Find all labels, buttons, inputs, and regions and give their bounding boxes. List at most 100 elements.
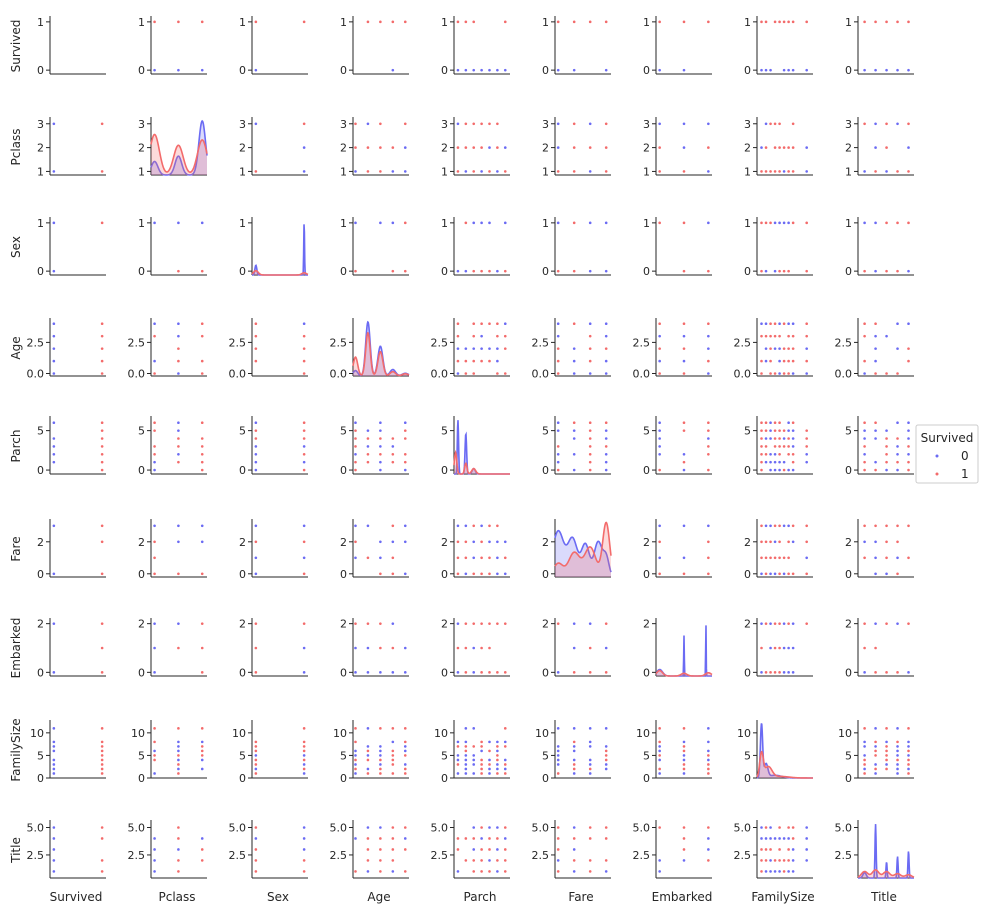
point-class-0 (456, 740, 460, 744)
point-class-0 (764, 68, 768, 72)
point-class-1 (200, 745, 204, 748)
point-class-1 (254, 848, 258, 851)
point-class-1 (773, 622, 777, 625)
point-class-1 (177, 437, 180, 440)
point-class-1 (787, 359, 790, 363)
kde-line-class-1 (150, 133, 208, 173)
point-class-1 (456, 20, 460, 24)
y-tick-label: 5.0 (835, 821, 853, 834)
point-class-1 (100, 429, 104, 432)
point-class-0 (707, 727, 710, 730)
point-class-1 (480, 269, 483, 273)
y-tick-label: 10 (434, 727, 448, 740)
point-class-1 (391, 826, 395, 829)
point-class-0 (379, 540, 382, 544)
y-tick-label: 2 (37, 536, 44, 549)
panel-fare-vs-pclass: 02 (138, 519, 207, 581)
point-class-0 (464, 572, 468, 576)
point-class-1 (863, 556, 866, 560)
panel-embarked-vs-fare: 02 (542, 618, 611, 679)
point-class-0 (604, 468, 608, 472)
point-class-0 (604, 646, 608, 650)
point-class-1 (863, 445, 866, 448)
y-tick-label: 5 (138, 425, 145, 438)
point-class-0 (604, 359, 608, 363)
panel-embarked-vs-age: 02 (340, 618, 409, 679)
point-class-1 (572, 170, 576, 173)
y-tick-label: 2 (845, 536, 852, 549)
kde-fill-class-1 (454, 452, 510, 474)
point-class-1 (366, 859, 370, 862)
point-class-1 (773, 671, 777, 674)
y-tick-label: 1 (542, 165, 549, 178)
panel-embarked-vs-pclass: 02 (138, 618, 207, 679)
point-class-0 (682, 754, 686, 757)
point-class-1 (760, 269, 763, 273)
point-class-0 (153, 460, 156, 464)
point-class-0 (456, 68, 460, 72)
point-class-0 (177, 322, 180, 326)
point-class-0 (366, 826, 370, 829)
point-class-1 (177, 347, 180, 350)
point-class-0 (907, 322, 910, 326)
point-class-0 (391, 445, 395, 448)
point-class-1 (760, 372, 763, 375)
point-class-1 (572, 146, 576, 149)
y-tick-label: 2 (744, 142, 751, 155)
point-class-0 (896, 622, 899, 625)
y-tick-label: 0 (37, 666, 44, 679)
point-class-1 (456, 745, 460, 748)
point-class-0 (556, 763, 560, 766)
point-class-1 (907, 460, 910, 464)
point-class-0 (791, 429, 795, 432)
point-class-0 (379, 460, 382, 464)
point-class-0 (366, 727, 370, 730)
point-class-1 (782, 468, 786, 472)
x-axis-label: Parch (464, 890, 497, 904)
point-class-1 (769, 347, 772, 350)
point-class-0 (707, 837, 710, 840)
point-class-1 (100, 170, 104, 173)
point-class-0 (874, 146, 877, 149)
point-class-0 (302, 772, 306, 775)
point-class-0 (760, 826, 763, 829)
point-class-1 (464, 837, 468, 840)
point-class-0 (604, 269, 608, 273)
point-class-0 (379, 763, 382, 766)
y-tick-label: 5.0 (734, 821, 752, 834)
y-tick-label: 10 (737, 727, 751, 740)
point-class-1 (773, 859, 777, 862)
point-class-0 (379, 754, 382, 757)
point-class-0 (588, 622, 592, 625)
point-class-1 (391, 754, 395, 757)
point-class-0 (52, 269, 56, 273)
point-class-1 (604, 671, 608, 674)
point-class-1 (503, 170, 507, 173)
point-class-0 (472, 754, 476, 757)
point-class-1 (863, 269, 866, 273)
point-class-1 (153, 727, 156, 730)
point-class-1 (572, 859, 576, 862)
point-class-1 (456, 359, 460, 363)
panel-age-vs-age: 0.02.5 (330, 318, 410, 381)
point-class-1 (302, 727, 306, 730)
point-class-1 (488, 622, 491, 625)
point-class-1 (764, 146, 768, 149)
point-class-0 (760, 146, 763, 149)
point-class-1 (556, 848, 560, 851)
point-class-0 (604, 870, 608, 873)
point-class-0 (604, 429, 608, 432)
point-class-1 (588, 20, 592, 24)
point-class-1 (769, 372, 772, 375)
point-class-1 (472, 170, 476, 173)
point-class-1 (354, 767, 357, 771)
point-class-0 (403, 745, 407, 748)
point-class-1 (556, 837, 560, 840)
y-tick-label: 5 (744, 425, 751, 438)
point-class-1 (496, 372, 499, 375)
point-class-0 (782, 170, 786, 173)
point-class-1 (764, 671, 768, 674)
point-class-1 (863, 322, 866, 326)
point-class-1 (556, 269, 560, 273)
point-class-0 (496, 170, 499, 173)
